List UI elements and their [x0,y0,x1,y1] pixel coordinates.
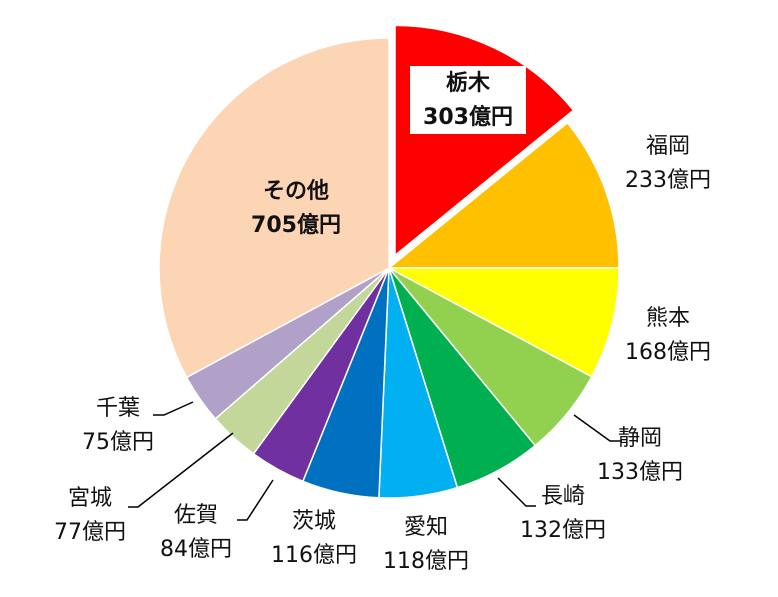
slice-label-千葉: 千葉 75億円 [82,396,154,455]
slice-label-宮城: 宮城 77億円 [54,486,126,545]
slice-value-label: 168億円 [625,340,711,365]
slice-name-label: 佐賀 [174,503,218,528]
slice-name-label: その他 [263,179,329,204]
leader-lines [128,401,622,521]
slice-name-label: 静岡 [618,426,662,451]
slice-label-茨城: 茨城 116億円 [271,509,357,568]
label-box [410,66,526,134]
slice-value-label: 116億円 [271,543,357,568]
leader-line-千葉 [153,401,194,416]
slice-value-label: 133億円 [597,460,683,485]
slice-label-静岡: 静岡 133億円 [597,426,683,485]
slice-label-長崎: 長崎 132億円 [520,484,606,543]
slice-label-その他: その他 705億円 [251,179,341,238]
slice-value-label: 118億円 [383,549,469,574]
slice-value-label: 75億円 [82,430,154,455]
pie-slice-その他 [158,37,390,379]
slice-name-label: 愛知 [404,515,448,540]
slice-name-label: 茨城 [292,509,336,534]
slice-value-label: 705億円 [251,212,341,238]
slice-name-label: 宮城 [68,486,112,511]
leader-line-佐賀 [237,479,274,521]
slice-name-label: 熊本 [646,306,690,331]
slice-name-label: 長崎 [541,484,585,509]
slice-value-label: 84億円 [160,537,232,562]
leader-line-宮城 [128,432,234,508]
leader-line-静岡 [573,414,622,442]
pie-slice-熊本 [388,267,620,378]
slice-label-佐賀: 佐賀 84億円 [160,503,232,562]
slice-label-栃木: 栃木 303億円 [410,66,526,134]
slice-value-label: 233億円 [625,168,711,193]
slice-value-label: 303億円 [423,104,513,130]
slice-label-熊本: 熊本 168億円 [625,306,711,365]
leader-line-長崎 [497,477,536,507]
slice-name-label: 栃木 [446,71,491,96]
pie-slice-福岡 [386,121,620,269]
slice-name-label: 千葉 [96,396,140,421]
pie-slices [158,24,620,499]
slice-value-label: 132億円 [520,518,606,543]
slice-value-label: 77億円 [54,520,126,545]
slice-label-福岡: 福岡 233億円 [625,134,711,193]
slice-name-label: 福岡 [646,134,690,159]
slice-label-愛知: 愛知 118億円 [383,515,469,574]
